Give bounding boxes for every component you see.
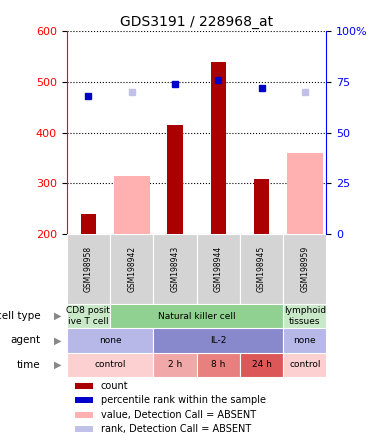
Bar [75, 426, 93, 432]
Text: 24 h: 24 h [252, 361, 272, 369]
Text: agent: agent [11, 336, 41, 345]
Text: Natural killer cell: Natural killer cell [158, 312, 236, 321]
Text: ▶: ▶ [54, 336, 62, 345]
Text: CD8 posit
ive T cell: CD8 posit ive T cell [66, 306, 110, 326]
Bar [67, 328, 153, 353]
Text: lymphoid
tissues: lymphoid tissues [284, 306, 326, 326]
Bar [110, 234, 153, 304]
Bar [153, 234, 197, 304]
Bar [283, 234, 326, 304]
Text: GSM198944: GSM198944 [214, 246, 223, 292]
Bar [75, 397, 93, 403]
Bar [197, 234, 240, 304]
Text: count: count [101, 381, 128, 391]
Bar [211, 62, 226, 234]
Text: control: control [289, 361, 321, 369]
Bar [283, 328, 326, 353]
Text: ▶: ▶ [54, 311, 62, 321]
Text: GSM198945: GSM198945 [257, 246, 266, 292]
Text: GSM198942: GSM198942 [127, 246, 136, 292]
Bar [114, 176, 150, 234]
Text: GSM198959: GSM198959 [301, 246, 309, 292]
Bar [153, 353, 197, 377]
Bar [283, 304, 326, 328]
Bar [75, 383, 93, 388]
Text: value, Detection Call = ABSENT: value, Detection Call = ABSENT [101, 410, 256, 420]
Bar [240, 234, 283, 304]
Bar [75, 412, 93, 418]
Text: IL-2: IL-2 [210, 336, 226, 345]
Text: time: time [17, 360, 41, 370]
Bar [283, 353, 326, 377]
Text: GSM198943: GSM198943 [171, 246, 180, 292]
Bar [110, 304, 283, 328]
Text: 2 h: 2 h [168, 361, 182, 369]
Text: none: none [293, 336, 316, 345]
Text: GSM198958: GSM198958 [84, 246, 93, 292]
Text: percentile rank within the sample: percentile rank within the sample [101, 395, 266, 405]
Bar [153, 328, 283, 353]
Text: ▶: ▶ [54, 360, 62, 370]
Text: rank, Detection Call = ABSENT: rank, Detection Call = ABSENT [101, 424, 251, 434]
Bar [67, 234, 110, 304]
Bar [240, 353, 283, 377]
Text: 8 h: 8 h [211, 361, 226, 369]
Text: none: none [99, 336, 121, 345]
Bar [81, 214, 96, 234]
Text: control: control [94, 361, 126, 369]
Text: cell type: cell type [0, 311, 41, 321]
Bar [67, 353, 153, 377]
Bar [254, 179, 269, 234]
Title: GDS3191 / 228968_at: GDS3191 / 228968_at [120, 15, 273, 29]
Bar [167, 125, 183, 234]
Bar [67, 304, 110, 328]
Bar [197, 353, 240, 377]
Bar [287, 153, 323, 234]
